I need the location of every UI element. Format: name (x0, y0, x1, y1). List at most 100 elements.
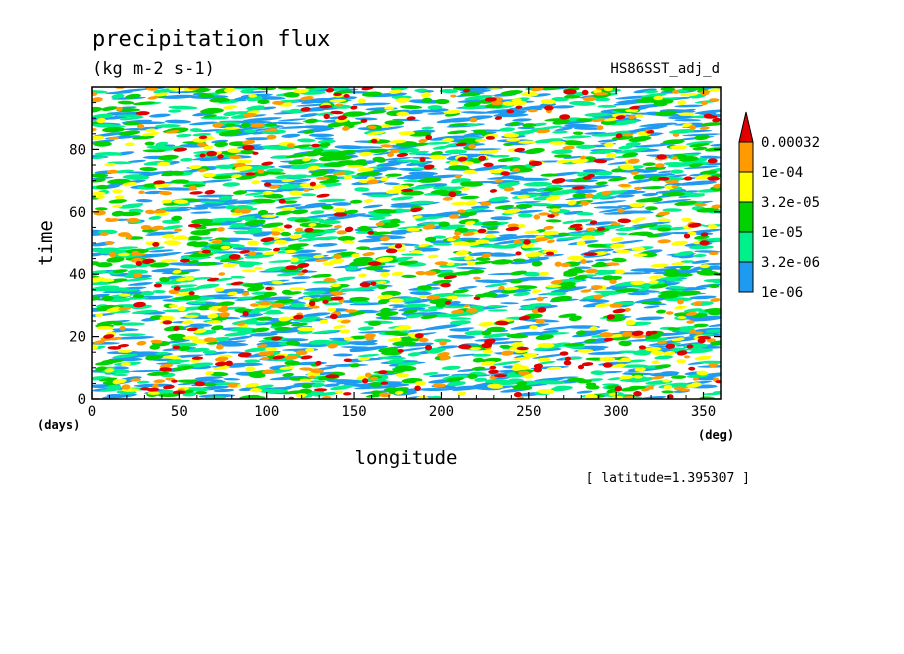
precip-contour (635, 198, 659, 203)
y-axis-unit: (days) (37, 418, 80, 432)
precip-contour (497, 157, 514, 163)
precip-contour (275, 210, 293, 216)
precip-contour (643, 186, 665, 190)
precip-contour (703, 278, 721, 283)
precip-contour (335, 288, 355, 293)
precip-contour (427, 105, 443, 110)
precip-contour (486, 326, 506, 332)
precip-contour (683, 308, 703, 313)
precip-contour (417, 285, 433, 291)
precip-contour (101, 106, 118, 111)
precip-contour (397, 348, 404, 353)
precip-contour (116, 378, 127, 384)
precip-contour (293, 314, 304, 320)
precip-contour (602, 117, 620, 122)
precip-contour (223, 237, 253, 241)
precip-contour (186, 362, 214, 368)
precip-contour (429, 136, 458, 141)
precip-contour (227, 148, 241, 154)
precip-contour (387, 359, 406, 364)
precip-contour (546, 205, 562, 209)
precip-contour (245, 366, 256, 372)
precip-contour (261, 369, 276, 374)
precip-contour (563, 89, 577, 95)
precip-contour (191, 356, 204, 360)
precip-contour (314, 258, 329, 263)
precip-contour (107, 297, 131, 303)
precip-contour (212, 175, 236, 179)
precip-contour (697, 338, 706, 344)
precip-contour (142, 149, 166, 153)
precip-contour (546, 366, 562, 370)
precip-contour (680, 260, 695, 263)
precip-contour (228, 254, 241, 260)
precip-contour (586, 243, 608, 248)
precip-contour (648, 280, 659, 285)
precip-contour (203, 114, 217, 118)
precip-contour (293, 144, 312, 149)
precip-contour (257, 209, 269, 216)
precip-contour (144, 141, 155, 146)
precip-contour (334, 145, 364, 150)
precip-contour (615, 149, 644, 154)
precip-contour (328, 155, 353, 161)
precip-contour (268, 259, 295, 263)
precip-contour (517, 194, 530, 199)
precip-contour (599, 356, 616, 362)
precip-contour (513, 291, 531, 297)
precip-contour (127, 269, 149, 275)
precip-contour (524, 202, 554, 206)
precip-contour (394, 325, 412, 331)
precip-contour (512, 363, 522, 368)
precip-contour (420, 314, 438, 320)
precip-contour (597, 150, 612, 154)
precip-contour (389, 139, 407, 144)
precip-contour (95, 262, 113, 268)
precip-contour (656, 227, 672, 232)
precip-contour (625, 141, 641, 147)
precip-contour (182, 335, 199, 340)
precip-contour (558, 125, 591, 128)
precip-contour (239, 169, 264, 173)
precip-contour (180, 157, 193, 162)
precip-contour (550, 385, 573, 392)
precip-contour (407, 352, 421, 357)
precip-contour (439, 186, 465, 191)
precip-contour (299, 378, 312, 383)
precip-contour (399, 336, 416, 342)
precip-contour (490, 245, 517, 249)
precip-contour (489, 154, 510, 158)
precip-contour (222, 182, 240, 187)
precip-contour (456, 391, 467, 396)
precip-contour (414, 380, 426, 386)
precip-contour (618, 340, 632, 347)
precip-contour (486, 149, 499, 154)
precip-contour (368, 148, 389, 153)
precip-contour (92, 270, 108, 275)
precip-contour (444, 149, 468, 155)
precip-contour (450, 94, 457, 98)
precip-contour (500, 289, 517, 294)
precip-contour (186, 327, 198, 332)
precip-contour (676, 359, 687, 364)
precip-contour (326, 379, 360, 383)
precip-contour (589, 220, 598, 225)
precip-contour (136, 380, 150, 384)
precip-contour (573, 127, 604, 130)
precip-contour (311, 382, 325, 388)
precip-contour (418, 138, 428, 143)
precip-contour (679, 388, 691, 392)
precip-contour (463, 88, 471, 93)
precip-contour (356, 246, 371, 251)
precip-contour (688, 163, 703, 168)
precip-contour (264, 128, 278, 132)
precip-contour (429, 211, 469, 217)
precip-contour (616, 208, 625, 213)
precip-contour (300, 193, 317, 197)
precip-contour (175, 292, 193, 296)
precip-contour (179, 258, 190, 263)
precip-contour (580, 259, 587, 264)
precip-contour (329, 98, 347, 103)
precip-contour (216, 227, 225, 232)
precip-contour (198, 168, 207, 173)
